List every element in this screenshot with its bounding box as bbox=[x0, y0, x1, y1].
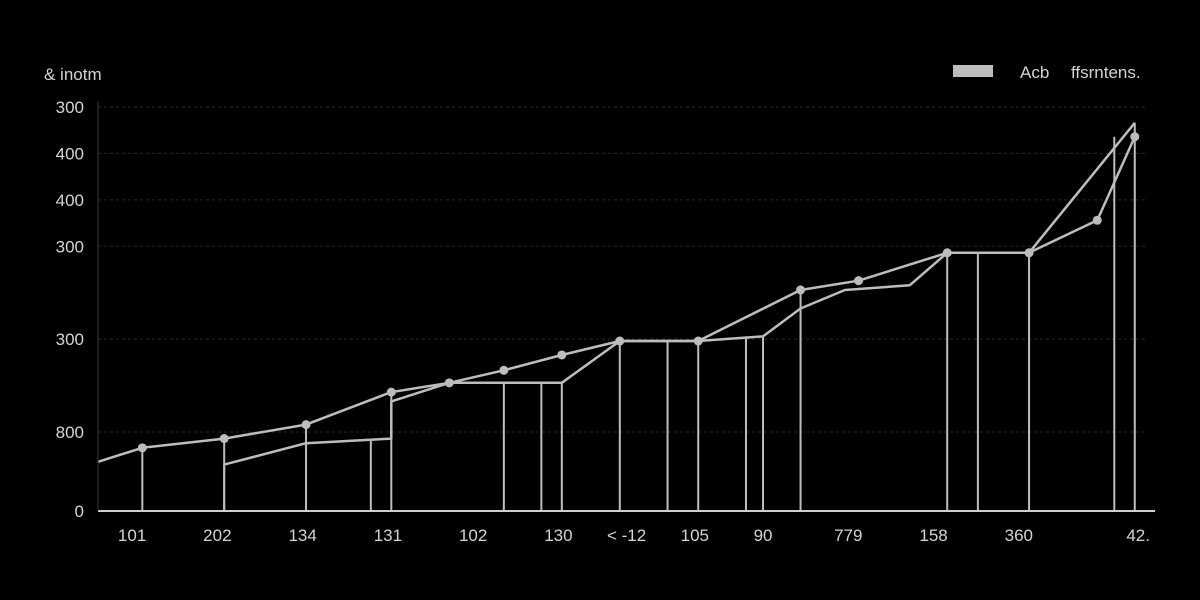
y-tick-label: 400 bbox=[56, 191, 84, 210]
data-point bbox=[1130, 132, 1140, 142]
data-point bbox=[854, 276, 864, 286]
x-tick-label: 42. bbox=[1126, 526, 1150, 545]
data-point bbox=[499, 365, 509, 375]
axes bbox=[97, 102, 1155, 512]
data-point bbox=[1092, 215, 1102, 225]
legend-entry-2: ffsrntens. bbox=[1071, 63, 1141, 82]
x-tick-label: 202 bbox=[203, 526, 231, 545]
x-tick-label: 134 bbox=[288, 526, 316, 545]
legend-swatch bbox=[953, 65, 993, 77]
x-tick-label: 158 bbox=[919, 526, 947, 545]
x-tick-label: 90 bbox=[754, 526, 773, 545]
data-point bbox=[301, 420, 311, 430]
x-tick-label: 101 bbox=[118, 526, 146, 545]
y-tick-label: 400 bbox=[56, 144, 84, 163]
series-line-2 bbox=[223, 122, 1136, 466]
series-lines bbox=[97, 122, 1140, 466]
legend-entry-1: Acb bbox=[1020, 63, 1049, 82]
x-tick-label: < -12 bbox=[607, 526, 646, 545]
legend: Acb ffsrntens. bbox=[953, 63, 1141, 82]
data-point bbox=[386, 387, 396, 397]
x-tick-label: 130 bbox=[544, 526, 572, 545]
x-tick-label: 105 bbox=[681, 526, 709, 545]
y-tick-label: 300 bbox=[56, 237, 84, 256]
y-tick-labels: 300 400 400 300 300 800 0 bbox=[56, 98, 84, 521]
x-tick-labels: 101 202 134 131 102 130 < -12 105 90 779 158 360 42. bbox=[118, 526, 1150, 545]
x-tick-label: 779 bbox=[834, 526, 862, 545]
y-tick-label: 300 bbox=[56, 330, 84, 349]
data-point bbox=[557, 350, 567, 360]
y-tick-label: 800 bbox=[56, 423, 84, 442]
data-point bbox=[219, 434, 229, 444]
drop-lines bbox=[141, 122, 1136, 511]
x-tick-label: 102 bbox=[459, 526, 487, 545]
series-line-1 bbox=[97, 136, 1136, 463]
grid-lines bbox=[98, 106, 1145, 433]
y-axis-label: & inotm bbox=[44, 65, 102, 84]
data-point bbox=[137, 443, 147, 453]
data-point bbox=[796, 285, 806, 295]
x-tick-label: 131 bbox=[374, 526, 402, 545]
y-tick-label: 300 bbox=[56, 98, 84, 117]
y-tick-label: 0 bbox=[75, 502, 84, 521]
x-tick-label: 360 bbox=[1005, 526, 1033, 545]
